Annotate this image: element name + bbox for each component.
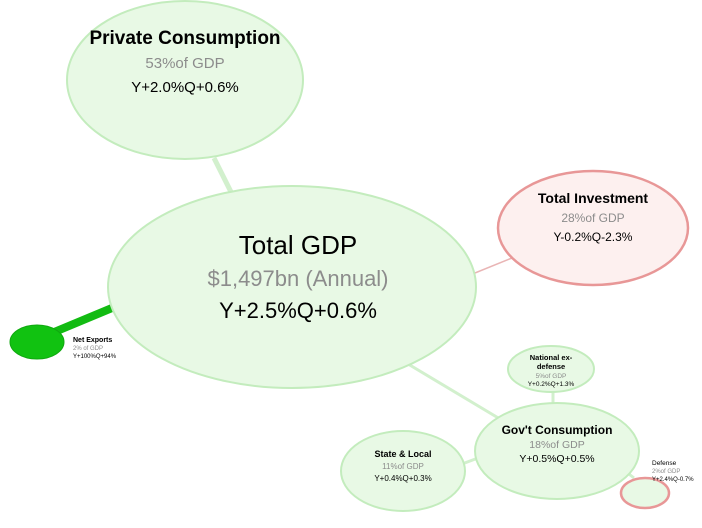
link-gdp-net-exports <box>50 304 114 337</box>
node-private-consumption-growth: Y+2.0%Q+0.6% <box>131 79 239 96</box>
node-defense[interactable]: Defense 2%of GDP Y+2.4%Q-0.7% <box>619 460 694 510</box>
node-net-exports[interactable]: Net Exports 2% of GDP Y+100%Q+94% <box>9 324 117 360</box>
node-total-gdp-bubble <box>107 185 477 389</box>
node-national-ex-defense-title-line2: defense <box>537 362 565 371</box>
node-total-investment-share: 28%of GDP <box>561 211 624 225</box>
node-state-local[interactable]: State & Local 11%of GDP Y+0.4%Q+0.3% <box>340 430 466 512</box>
node-net-exports-bubble <box>9 324 65 360</box>
node-govt-consumption-share: 18%of GDP <box>529 439 584 451</box>
node-total-investment-bubble <box>496 169 690 287</box>
node-defense-title: Defense <box>652 460 677 467</box>
node-total-investment-title: Total Investment <box>538 190 649 206</box>
node-national-ex-defense-title-line1: National ex- <box>530 353 573 362</box>
link-gdp-total-investment <box>469 257 513 276</box>
node-state-local-share: 11%of GDP <box>382 462 424 471</box>
node-govt-consumption-bubble <box>474 402 640 500</box>
node-net-exports-share: 2% of GDP <box>73 346 103 352</box>
node-national-ex-defense-share: 5%of GDP <box>536 373 567 380</box>
node-govt-consumption-growth: Y+0.5%Q+0.5% <box>519 453 594 465</box>
node-private-consumption-title: Private Consumption <box>89 28 280 49</box>
node-total-investment[interactable]: Total Investment 28%of GDP Y-0.2%Q-2.3% <box>496 169 690 287</box>
node-total-gdp-title: Total GDP <box>239 230 358 260</box>
node-state-local-growth: Y+0.4%Q+0.3% <box>374 474 431 483</box>
node-total-gdp[interactable]: Total GDP $1,497bn (Annual) Y+2.5%Q+0.6% <box>107 185 477 389</box>
node-defense-bubble <box>619 476 671 510</box>
node-state-local-bubble <box>340 430 466 512</box>
node-total-gdp-share: $1,497bn (Annual) <box>207 266 388 291</box>
node-private-consumption-share: 53%of GDP <box>145 55 224 72</box>
node-defense-share: 2%of GDP <box>652 469 680 475</box>
node-state-local-title: State & Local <box>374 449 431 459</box>
node-private-consumption[interactable]: Private Consumption 53%of GDP Y+2.0%Q+0.… <box>66 0 304 160</box>
node-national-ex-defense-bubble <box>507 345 595 393</box>
node-net-exports-growth: Y+100%Q+94% <box>73 354 117 360</box>
node-private-consumption-bubble <box>66 0 304 160</box>
node-total-investment-growth: Y-0.2%Q-2.3% <box>554 230 633 244</box>
node-defense-growth: Y+2.4%Q-0.7% <box>652 477 694 483</box>
node-national-ex-defense-growth: Y+0.2%Q+1.3% <box>528 381 575 388</box>
node-net-exports-title: Net Exports <box>73 337 112 344</box>
node-national-ex-defense[interactable]: National ex- defense 5%of GDP Y+0.2%Q+1.… <box>507 345 595 393</box>
node-govt-consumption-title: Gov't Consumption <box>502 423 613 437</box>
node-total-gdp-growth: Y+2.5%Q+0.6% <box>219 298 377 323</box>
node-govt-consumption[interactable]: Gov't Consumption 18%of GDP Y+0.5%Q+0.5% <box>474 402 640 500</box>
